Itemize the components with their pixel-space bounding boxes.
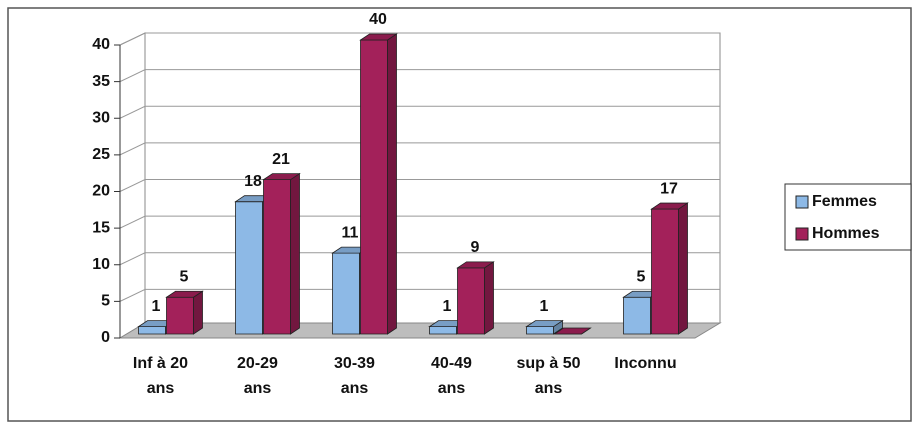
bar-face [193,290,203,335]
bar-face [651,208,679,335]
y-tick-label: 20 [92,183,110,200]
legend-swatch [795,227,809,241]
grid-line [119,288,720,302]
bar-face [429,326,457,335]
x-tick-label: ans [341,380,369,397]
value-label: 18 [244,173,262,190]
legend-swatch [795,195,809,209]
value-label: 1 [443,298,452,315]
bar-face [359,33,398,41]
bar-face [678,202,688,335]
legend-label: Femmes [812,193,877,210]
value-label: 11 [342,224,359,241]
grid-line [119,142,720,156]
bar-face [138,326,166,335]
bar [456,261,495,335]
y-tick-label: 35 [92,73,110,90]
bar-face [166,296,194,335]
x-tick-label: ans [244,380,272,397]
grid-line [119,252,720,266]
y-tick-label: 40 [92,36,110,53]
bar-face [387,33,397,335]
x-tick-label: 30-39 [334,355,375,372]
bar-face [484,261,494,335]
y-tick-label: 15 [92,219,110,236]
grid-line [119,69,720,83]
bar-face [650,202,689,210]
bar-face [525,320,564,328]
value-label: 9 [471,239,480,256]
y-tick-label: 0 [101,329,110,346]
bar-face [332,252,360,335]
y-tick-label: 10 [92,256,110,273]
x-tick-label: 40-49 [431,355,472,372]
x-tick-label: ans [438,380,466,397]
bar-face [456,261,495,269]
bar-face [262,173,301,181]
value-label: 21 [272,151,290,168]
x-tick-label: ans [535,380,563,397]
back-wall [144,32,721,324]
bar-face [360,39,388,335]
y-tick-label: 30 [92,109,110,126]
y-tick-label: 5 [101,293,110,310]
x-tick-label: ans [147,380,175,397]
bar-face [235,201,263,335]
x-tick-label: sup à 50 [516,355,580,372]
bar-face [165,290,204,298]
bar [359,33,398,335]
bar-face [290,172,300,335]
grid-line [119,179,720,192]
bar [650,202,689,335]
value-label: 40 [369,11,387,28]
value-label: 17 [660,180,678,197]
bar [262,172,301,335]
grid-line [119,215,720,229]
grid-line [119,32,720,46]
x-tick-label: Inf à 20 [133,355,188,372]
value-label: 5 [180,268,189,285]
value-label: 1 [540,298,549,315]
value-label: 1 [152,298,161,315]
value-label: 5 [637,268,646,285]
bar [165,290,204,335]
y-tick-label: 25 [92,146,110,163]
legend-label: Hommes [812,225,880,242]
grid-line [119,105,720,119]
bar-face [553,327,592,335]
bar [525,319,564,335]
bar-face [623,296,651,335]
x-tick-label: Inconnu [614,355,676,372]
bar [553,327,592,335]
legend [784,183,912,251]
bar-face [526,326,554,335]
bar-face [457,267,485,335]
x-tick-label: 20-29 [237,355,278,372]
bar-face [263,179,291,335]
